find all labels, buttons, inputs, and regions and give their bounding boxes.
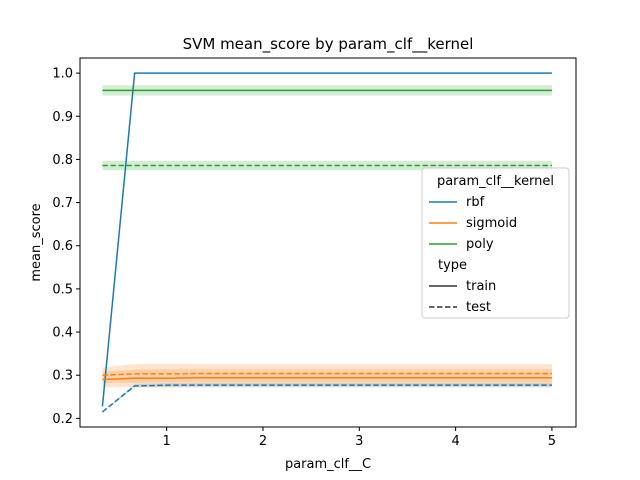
x-tick-label: 5 (548, 434, 556, 449)
x-axis-label: param_clf__C (285, 457, 371, 472)
x-tick-label: 1 (163, 434, 171, 449)
legend-hue-title: param_clf__kernel (437, 174, 554, 189)
line-sigmoid-test (102, 372, 552, 376)
legend-style-title: type (438, 258, 467, 273)
series-lines (101, 72, 552, 413)
line-sigmoid-train (102, 377, 552, 381)
chart-title: SVM mean_score by param_clf__kernel (183, 35, 474, 54)
x-axis-ticks: 1 2 3 4 5 (163, 427, 556, 449)
y-axis-label: mean_score (29, 203, 44, 281)
y-tick-label: 0.5 (52, 282, 73, 297)
y-tick-label: 0.4 (52, 326, 73, 341)
y-tick-label: 0.8 (52, 153, 73, 168)
x-tick-label: 4 (451, 434, 459, 449)
y-tick-label: 0.3 (52, 369, 73, 384)
line-rbf-test (101, 384, 552, 413)
ci-band-rbf-test (102, 382, 552, 412)
line-rbf-train (101, 72, 552, 407)
legend-label-rbf: rbf (466, 195, 485, 210)
plot-area-frame (79, 57, 577, 428)
y-tick-label: 0.9 (52, 110, 73, 125)
y-tick-label: 0.7 (52, 196, 73, 211)
y-tick-label: 1.0 (52, 67, 73, 82)
y-tick-label: 0.2 (52, 412, 73, 427)
y-axis-ticks: 0.2 0.3 0.4 0.5 0.6 0.7 0.8 0.9 1.0 (52, 67, 80, 427)
legend-box (421, 167, 570, 319)
legend-label-poly: poly (466, 237, 494, 252)
y-tick-label: 0.6 (52, 239, 73, 254)
legend-label-test: test (466, 300, 491, 315)
x-tick-label: 3 (355, 434, 363, 449)
x-tick-label: 2 (259, 434, 267, 449)
legend-label-train: train (466, 279, 496, 294)
legend-label-sigmoid: sigmoid (466, 216, 517, 231)
